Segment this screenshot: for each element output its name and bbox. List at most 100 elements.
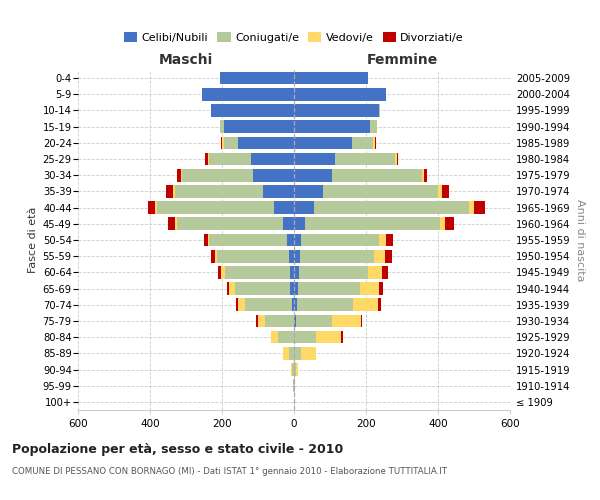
Bar (293, 380, 294, 392)
Bar (299, 266, 368, 278)
Bar (157, 202, 274, 214)
Bar (290, 266, 294, 278)
Bar (294, 314, 296, 328)
Bar (148, 202, 155, 214)
Bar (292, 298, 294, 311)
Bar (294, 347, 301, 360)
Bar (224, 120, 294, 133)
Bar (445, 218, 454, 230)
Bar (278, 331, 294, 344)
Bar (205, 152, 208, 166)
Bar (245, 298, 292, 311)
Bar (291, 363, 292, 376)
Bar (211, 104, 294, 117)
Bar (332, 314, 361, 328)
Bar (370, 120, 377, 133)
Bar (294, 331, 316, 344)
Bar (385, 250, 392, 262)
Bar (373, 136, 375, 149)
Bar (224, 136, 238, 149)
Bar (202, 88, 294, 101)
Bar (352, 136, 373, 149)
Bar (236, 298, 238, 311)
Bar (209, 234, 287, 246)
Bar (218, 266, 221, 278)
Text: COMUNE DI PESSANO CON BORNAGO (MI) - Dati ISTAT 1° gennaio 2010 - Elaborazione T: COMUNE DI PESSANO CON BORNAGO (MI) - Dat… (12, 468, 447, 476)
Bar (323, 185, 438, 198)
Bar (204, 234, 208, 246)
Bar (294, 266, 299, 278)
Bar (175, 185, 263, 198)
Bar (296, 363, 298, 376)
Bar (474, 202, 485, 214)
Text: Femmine: Femmine (367, 52, 437, 66)
Bar (294, 250, 301, 262)
Bar (296, 314, 332, 328)
Bar (221, 266, 225, 278)
Bar (442, 185, 449, 198)
Bar (294, 104, 379, 117)
Bar (283, 347, 289, 360)
Bar (294, 72, 368, 85)
Bar (175, 218, 177, 230)
Bar (209, 152, 251, 166)
Bar (424, 169, 427, 181)
Bar (294, 136, 352, 149)
Y-axis label: Fasce di età: Fasce di età (28, 207, 38, 273)
Bar (177, 218, 283, 230)
Bar (294, 218, 305, 230)
Bar (438, 185, 442, 198)
Bar (290, 282, 294, 295)
Bar (221, 136, 222, 149)
Bar (265, 314, 294, 328)
Bar (368, 266, 382, 278)
Bar (220, 72, 294, 85)
Bar (422, 169, 424, 181)
Bar (271, 331, 278, 344)
Bar (263, 185, 294, 198)
Bar (217, 250, 289, 262)
Bar (301, 234, 379, 246)
Bar (294, 202, 314, 214)
Bar (215, 250, 217, 262)
Bar (294, 298, 297, 311)
Bar (227, 282, 229, 295)
Bar (379, 234, 386, 246)
Bar (251, 152, 294, 166)
Bar (294, 88, 386, 101)
Bar (375, 136, 376, 149)
Bar (294, 380, 295, 392)
Bar (208, 234, 209, 246)
Bar (235, 282, 290, 295)
Bar (208, 152, 209, 166)
Bar (229, 282, 235, 295)
Bar (222, 136, 224, 149)
Bar (335, 152, 395, 166)
Bar (292, 363, 294, 376)
Bar (181, 169, 182, 181)
Bar (294, 282, 298, 295)
Bar (294, 363, 296, 376)
Bar (374, 250, 385, 262)
Bar (225, 266, 290, 278)
Text: Popolazione per età, sesso e stato civile - 2010: Popolazione per età, sesso e stato civil… (12, 442, 343, 456)
Bar (316, 331, 341, 344)
Bar (397, 152, 398, 166)
Bar (301, 250, 374, 262)
Bar (238, 298, 245, 311)
Bar (314, 202, 469, 214)
Bar (253, 169, 294, 181)
Bar (177, 169, 181, 181)
Bar (382, 266, 388, 278)
Bar (294, 120, 370, 133)
Bar (361, 314, 362, 328)
Bar (294, 234, 301, 246)
Bar (298, 282, 359, 295)
Bar (379, 104, 380, 117)
Bar (173, 185, 175, 198)
Bar (469, 202, 474, 214)
Bar (378, 298, 382, 311)
Bar (386, 234, 393, 246)
Bar (305, 218, 440, 230)
Bar (274, 202, 294, 214)
